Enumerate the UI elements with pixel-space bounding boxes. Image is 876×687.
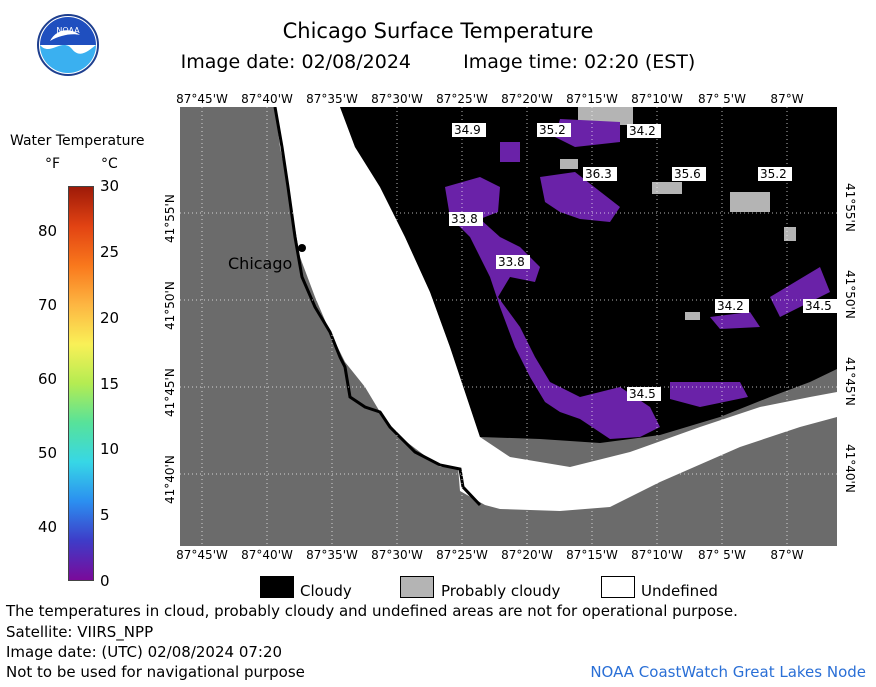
temp-label: 34.5: [629, 387, 656, 401]
temp-label-bg: [449, 212, 483, 226]
colorbar: [68, 186, 94, 581]
lon-label: 87°15'W: [566, 548, 618, 562]
lon-label: 87°35'W: [306, 92, 358, 106]
lat-label: 41°55'N: [163, 194, 177, 243]
lat-label: 41°50'N: [163, 281, 177, 330]
image-datetime: Image date: 02/08/2024 Image time: 02:20…: [0, 51, 876, 73]
lat-label: 41°50'N: [843, 270, 857, 319]
temp-label: 34.9: [454, 123, 481, 137]
chicago-label: Chicago: [228, 254, 292, 273]
lat-label: 41°45'N: [163, 368, 177, 417]
colorbar-unit-f: °F: [45, 156, 61, 172]
noaa-logo-text: NOAA: [56, 26, 80, 35]
colorbar-tick-f: 60: [38, 370, 58, 388]
image-date-label: Image date: 02/08/2024: [180, 51, 412, 73]
lon-label: 87°10'W: [631, 92, 683, 106]
disclaimer: The temperatures in cloud, probably clou…: [6, 602, 738, 620]
colorbar-tick-c: 25: [100, 242, 120, 261]
lat-label: 41°40'N: [163, 455, 177, 504]
lat-label: 41°55'N: [843, 183, 857, 232]
legend-swatch-probably-cloudy: [400, 576, 434, 598]
credit: NOAA CoastWatch Great Lakes Node: [590, 663, 866, 681]
lon-label: 87°40'W: [241, 92, 293, 106]
temp-label-bg: [452, 123, 486, 137]
lat-label: 41°40'N: [843, 444, 857, 493]
temp-label-bg: [496, 255, 530, 269]
colorbar-tick-f: 80: [38, 222, 58, 240]
lon-label: 87°40'W: [241, 548, 293, 562]
noaa-logo: NOAA: [37, 14, 99, 76]
temp-label-bg: [758, 167, 792, 181]
temp-label: 33.8: [498, 255, 525, 269]
temp-label-bg: [583, 167, 617, 181]
lon-label: 87°15'W: [566, 92, 618, 106]
lon-label: 87°30'W: [371, 548, 423, 562]
lon-label: 87°20'W: [501, 548, 553, 562]
temp-label-bg: [672, 167, 706, 181]
lon-label: 87°W: [770, 92, 804, 106]
probably-cloudy-zone: [560, 107, 796, 320]
utc-date: Image date: (UTC) 02/08/2024 07:20: [6, 643, 283, 661]
temp-label: 33.8: [451, 212, 478, 226]
map: Chicago 34.9 35.2 34.2 36.3 35.6 35.2 33.8 33.8…: [180, 107, 837, 546]
colorbar-tick-c: 20: [100, 308, 120, 327]
colorbar-tick-f: 50: [38, 444, 58, 462]
cold-water-zone: [445, 119, 830, 439]
lon-label: 87°25'W: [436, 92, 488, 106]
colorbar-tick-c: 0: [100, 572, 110, 590]
temp-label: 34.2: [717, 299, 744, 313]
colorbar-title: Water Temperature: [10, 133, 145, 149]
colorbar-tick-f: 40: [38, 518, 58, 536]
lon-label: 87°10'W: [631, 548, 683, 562]
temp-label-bg: [715, 299, 749, 313]
page-title: Chicago Surface Temperature: [282, 19, 594, 43]
undefined-zone: [275, 107, 837, 511]
legend-probably-cloudy: Probably cloudy: [441, 582, 561, 600]
lon-label: 87°W: [770, 548, 804, 562]
colorbar-tick-c: 30: [100, 177, 120, 195]
lon-label: 87°45'W: [176, 92, 228, 106]
lat-label: 41°45'N: [843, 357, 857, 406]
lon-label: 87°25'W: [436, 548, 488, 562]
legend-swatch-cloudy: [260, 576, 294, 598]
legend-cloudy: Cloudy: [300, 582, 352, 600]
lon-label: 87° 5'W: [698, 548, 746, 562]
legend-undefined: Undefined: [641, 582, 718, 600]
image-time-label: Image time: 02:20 (EST): [463, 51, 696, 73]
lon-label: 87°45'W: [176, 548, 228, 562]
temp-label: 35.6: [674, 167, 701, 181]
satellite: Satellite: VIIRS_NPP: [6, 623, 154, 641]
lon-label: 87°30'W: [371, 92, 423, 106]
lon-label: 87°35'W: [306, 548, 358, 562]
colorbar-unit-c: °C: [101, 156, 118, 172]
lon-label: 87° 5'W: [698, 92, 746, 106]
chicago-marker: [298, 244, 306, 252]
temp-label-bg: [627, 387, 661, 401]
temp-label-bg: [537, 123, 571, 137]
temp-label: 34.5: [805, 299, 832, 313]
temp-label: 35.2: [760, 167, 787, 181]
colorbar-tick-c: 5: [100, 506, 110, 525]
temp-label: 34.2: [629, 124, 656, 138]
navigation-note: Not to be used for navigational purpose: [6, 663, 305, 681]
temp-label: 36.3: [585, 167, 612, 181]
temp-label-bg: [803, 299, 837, 313]
coastline: [273, 107, 482, 507]
colorbar-tick-f: 70: [38, 296, 58, 314]
temp-label: 35.2: [539, 123, 566, 137]
lon-label: 87°20'W: [501, 92, 553, 106]
temp-label-bg: [627, 124, 661, 138]
colorbar-tick-c: 15: [100, 374, 120, 393]
graticule: [180, 107, 837, 546]
legend-swatch-undefined: [601, 576, 635, 598]
colorbar-tick-c: 10: [100, 440, 120, 459]
